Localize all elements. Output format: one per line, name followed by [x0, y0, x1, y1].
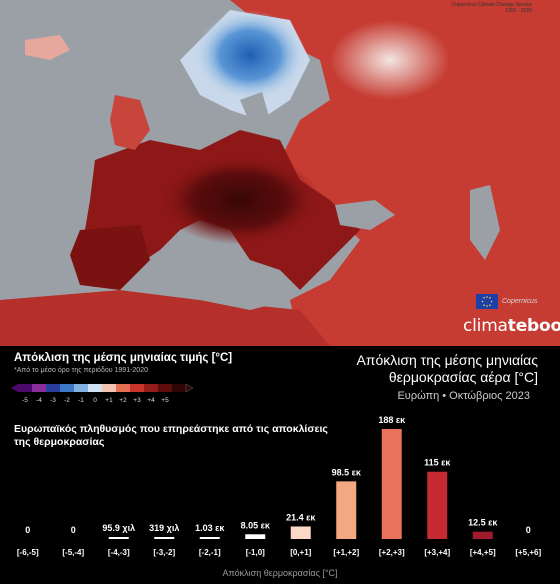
main-title-line2: θερμοκρασίας αέρα [°C] [388, 369, 538, 385]
legend-tick-label: +3 [133, 397, 141, 404]
legend-subtitle: *Από το μέσο όρο της περιόδου 1991-2020 [14, 367, 148, 374]
legend-swatch [88, 384, 103, 392]
chart-title: Ευρωπαϊκός πληθυσμός που επηρεάστηκε από… [14, 423, 328, 448]
main-subtitle: Ευρώπη • Οκτώβριος 2023 [397, 390, 530, 402]
legend-swatch [172, 384, 187, 392]
bar-value-label: 12.5 εκ [468, 518, 498, 528]
legend-swatch [144, 384, 159, 392]
legend-tick-label: -3 [50, 397, 56, 404]
bar-value-label: 115 εκ [424, 458, 451, 468]
caspian-sea [470, 185, 500, 260]
bar-value-label: 188 εκ [378, 415, 406, 425]
northeast-light-patch [330, 20, 450, 100]
map-credit-line2: 1991 - 2020 [505, 8, 532, 14]
copernicus-logo: Copernicus [502, 298, 538, 305]
category-label: [-3,-2] [153, 548, 175, 557]
bar-value-label: 0 [25, 525, 30, 535]
legend-tick-label: +1 [105, 397, 113, 404]
bar [154, 537, 175, 539]
bar [381, 429, 402, 539]
main-title-line1: Απόκλιση της μέσης μηνιαίας [356, 352, 538, 368]
legend-arrow-left [11, 384, 18, 392]
bar-value-label: 21.4 εκ [286, 512, 316, 522]
bar [245, 534, 266, 539]
bar-value-label: 98.5 εκ [332, 467, 362, 477]
land-british-isles [110, 95, 150, 150]
legend-arrow-right [185, 383, 194, 393]
population-bar-chart: 0 [-6,-5] 0 [-5,-4] 95.9 χιλ [-4,-3] 319 χιλ [-… [17, 415, 542, 578]
legend-title: Απόκλιση της μέσης μηνιαίας τιμής [°C] [14, 352, 233, 364]
map-credit: Copernicus Climate Change Service 1991 -… [451, 2, 532, 14]
legend-swatch [130, 384, 145, 392]
category-label: [-5,-4] [62, 548, 84, 557]
category-label: [-1,0] [246, 548, 265, 557]
category-label: [+2,+3] [379, 548, 405, 557]
category-label: [+3,+4] [424, 548, 450, 557]
bar [290, 526, 311, 539]
legend-swatch [102, 384, 117, 392]
black-sea [335, 200, 395, 230]
bar [336, 481, 357, 539]
legend-tick-label: 0 [93, 397, 97, 404]
central-europe-hot-anomaly [160, 155, 320, 245]
legend-swatch [116, 384, 131, 392]
land-iceland [25, 35, 70, 60]
category-label: [+1,+2] [333, 548, 359, 557]
bar [199, 537, 220, 539]
category-label: [-4,-3] [108, 548, 130, 557]
legend-tick-label: +4 [147, 397, 155, 404]
category-label: [+5,+6] [515, 548, 541, 557]
brand-prefix: clima [463, 316, 508, 336]
bar-value-label: 95.9 χιλ [102, 523, 135, 533]
category-label: [-6,-5] [17, 548, 39, 557]
category-label: [+4,+5] [470, 548, 496, 557]
legend-tick-label: +5 [161, 397, 169, 404]
x-axis-label: Απόκλιση θερμοκρασίας [°C] [222, 568, 337, 578]
mediterranean-sea [120, 262, 290, 310]
color-legend: -5 -4 -3 -2 -1 0 +1 +2 +3 +4 +5 [11, 383, 194, 404]
bar [472, 531, 493, 539]
bar [108, 537, 129, 539]
category-label: [0,+1] [290, 548, 311, 557]
baltic-sea [240, 92, 270, 128]
bar-value-label: 319 χιλ [149, 523, 179, 533]
bar [427, 471, 448, 539]
legend-swatch [60, 384, 75, 392]
legend-swatch [32, 384, 47, 392]
legend-tick-label: -4 [36, 397, 42, 404]
eu-flag-icon [476, 294, 498, 309]
legend-swatch [74, 384, 89, 392]
main-title: Απόκλιση της μέσης μηνιαίας θερμοκρασίας… [238, 352, 538, 386]
land-iberia [70, 225, 150, 290]
bar-value-label: 0 [71, 525, 76, 535]
temperature-anomaly-map [0, 0, 560, 346]
brand-bold: tebook [507, 316, 560, 336]
bar-value-label: 1.03 εκ [195, 523, 225, 533]
map-credit-line1: Copernicus Climate Change Service [451, 2, 532, 8]
land-east [230, 0, 560, 346]
scandinavia-cold-anomaly [195, 10, 305, 100]
legend-swatch [46, 384, 61, 392]
legend-tick-label: -5 [22, 397, 28, 404]
legend-swatch [158, 384, 173, 392]
legend-tick-label: -2 [64, 397, 70, 404]
legend-swatch [18, 384, 33, 392]
legend-tick-label: +2 [119, 397, 127, 404]
legend-tick-label: -1 [78, 397, 84, 404]
climatebook-logo: climatebook [463, 316, 560, 336]
bar-value-label: 8.05 εκ [241, 520, 271, 530]
category-label: [-2,-1] [199, 548, 221, 557]
land-north-africa [0, 290, 330, 346]
bar-value-label: 0 [526, 525, 531, 535]
